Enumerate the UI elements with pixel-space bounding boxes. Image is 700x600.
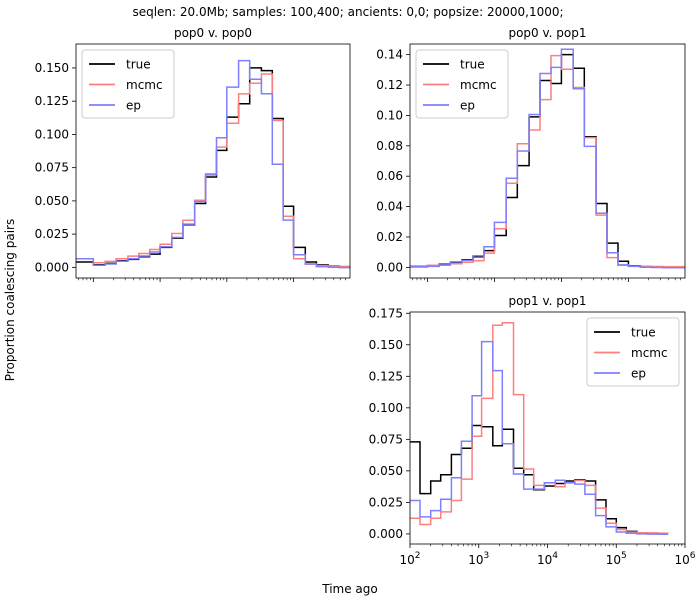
legend-label-mcmc: mcmc — [460, 78, 497, 92]
y-tick-label: 0.02 — [376, 230, 403, 244]
y-tick-label: 0.12 — [376, 78, 403, 92]
y-tick-label: 0.100 — [35, 127, 69, 141]
x-tick-base: 10 — [537, 553, 552, 567]
y-tick-label: 0.175 — [369, 306, 403, 320]
x-tick-exponent: 5 — [621, 551, 627, 561]
panel-title: pop0 v. pop1 — [508, 26, 586, 40]
y-tick-label: 0.075 — [35, 161, 69, 175]
y-axis-label: Proportion coalescing pairs — [3, 219, 17, 381]
panel-title: pop0 v. pop0 — [174, 26, 252, 40]
axes-frame — [409, 43, 686, 279]
legend-label-true: true — [126, 58, 151, 72]
x-tick-label: 106 — [674, 551, 695, 567]
x-axis-label: Time ago — [321, 582, 378, 596]
y-tick-label: 0.050 — [35, 194, 69, 208]
y-tick-label: 0.00 — [376, 260, 403, 274]
legend-label-true: true — [631, 326, 656, 340]
series-ep-line — [410, 340, 669, 536]
figure-suptitle: seqlen: 20.0Mb; samples: 100,400; ancien… — [132, 5, 563, 19]
legend-label-true: true — [460, 58, 485, 72]
legend-label-ep: ep — [460, 99, 475, 113]
x-tick-label: 103 — [468, 551, 489, 567]
x-tick-label: 105 — [606, 551, 627, 567]
y-tick-label: 0.100 — [369, 401, 403, 415]
x-tick-base: 10 — [606, 553, 621, 567]
x-tick-exponent: 2 — [415, 551, 421, 561]
axes-frame — [75, 43, 351, 279]
series-ep-line — [76, 59, 350, 269]
x-tick-exponent: 3 — [484, 551, 490, 561]
legend-label-ep: ep — [631, 367, 646, 381]
series-true-line — [410, 424, 669, 535]
legend-box — [81, 49, 175, 119]
y-tick-label: 0.10 — [376, 108, 403, 122]
y-tick-label: 0.150 — [35, 61, 69, 75]
legend-box — [586, 317, 680, 387]
x-tick-label: 102 — [399, 551, 420, 567]
y-tick-label: 0.04 — [376, 200, 403, 214]
legend: true mcmc ep — [586, 317, 680, 387]
y-tick-label: 0.025 — [35, 227, 69, 241]
legend-label-mcmc: mcmc — [126, 78, 163, 92]
x-tick-label: 104 — [537, 551, 558, 567]
series-ep-line — [410, 48, 685, 269]
legend-label-ep: ep — [126, 99, 141, 113]
x-tick-base: 10 — [468, 553, 483, 567]
series-group — [76, 59, 350, 269]
legend-box — [415, 49, 509, 119]
x-tick-base: 10 — [399, 553, 414, 567]
y-tick-label: 0.08 — [376, 139, 403, 153]
panel-pop1-pop1: pop1 v. pop1 0.000 0.025 0.050 0.075 0.100 0.1… — [369, 294, 696, 567]
x-tick-exponent: 6 — [690, 551, 696, 561]
series-group — [410, 321, 669, 536]
panel-pop0-pop1: pop0 v. pop1 0.00 0.02 0.04 0.06 0.08 0.10 0.12… — [376, 26, 686, 282]
x-tick-base: 10 — [674, 553, 689, 567]
series-group — [410, 48, 685, 269]
y-tick-label: 0.06 — [376, 169, 403, 183]
x-tick-exponent: 4 — [552, 551, 558, 561]
y-tick-label: 0.125 — [35, 94, 69, 108]
y-tick-label: 0.150 — [369, 338, 403, 352]
y-tick-label: 0.025 — [369, 495, 403, 509]
panel-pop0-pop0: pop0 v. pop0 0.000 0.025 0.050 0.075 0.100 0.1… — [35, 26, 351, 282]
legend: true mcmc ep — [415, 49, 509, 119]
y-tick-label: 0.075 — [369, 432, 403, 446]
legend-label-mcmc: mcmc — [631, 346, 668, 360]
legend: true mcmc ep — [81, 49, 175, 119]
y-tick-label: 0.000 — [35, 260, 69, 274]
y-tick-label: 0.14 — [376, 48, 403, 62]
series-mcmc-line — [410, 321, 669, 534]
y-tick-label: 0.050 — [369, 464, 403, 478]
panel-title: pop1 v. pop1 — [508, 294, 586, 308]
y-tick-label: 0.125 — [369, 369, 403, 383]
y-tick-label: 0.000 — [369, 527, 403, 541]
